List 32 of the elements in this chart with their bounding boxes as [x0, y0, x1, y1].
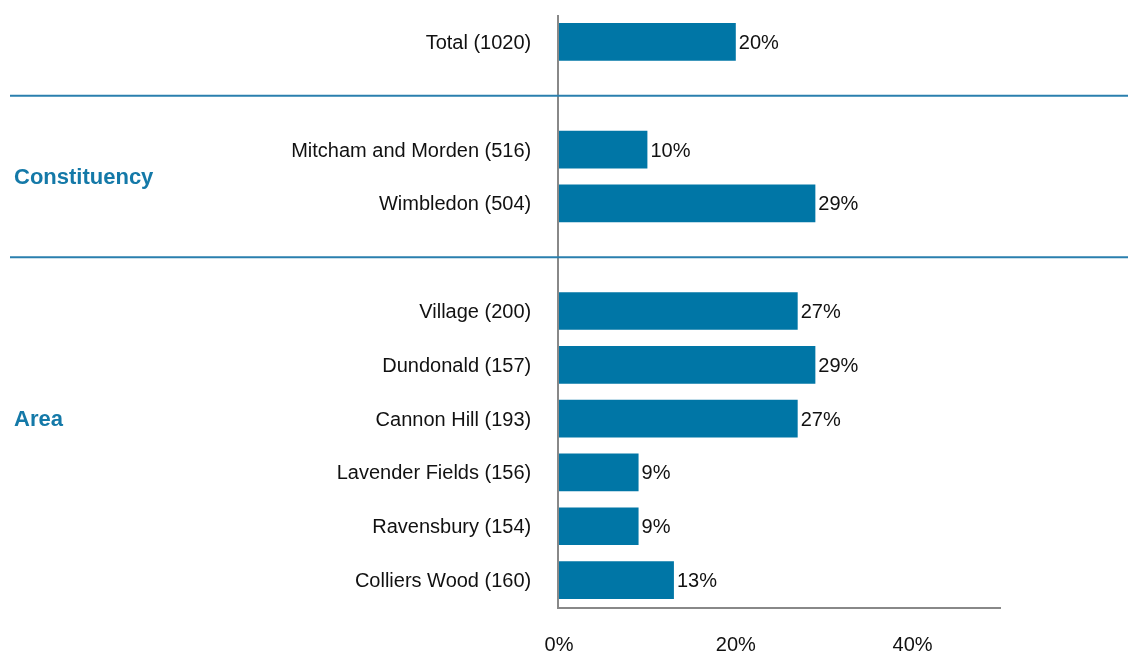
data-label: 29% — [818, 353, 859, 376]
y-tick-label: Ravensbury (154) — [372, 515, 532, 538]
y-tick-label: Lavender Fields (156) — [336, 461, 532, 484]
y-tick-label: Wimbledon (504) — [378, 192, 532, 215]
x-tick-label: 20% — [715, 632, 757, 652]
data-label: 13% — [676, 569, 718, 592]
y-tick-label: Village (200) — [419, 300, 532, 322]
data-label: 20% — [738, 30, 780, 53]
text: Constituency — [14, 164, 155, 189]
bar — [559, 507, 639, 546]
data-label: 27% — [800, 300, 841, 322]
text: Area — [14, 406, 64, 431]
y-tick-label: Dundonald (157) — [382, 353, 532, 376]
data-label: 10% — [650, 138, 691, 161]
y-tick-label: Total (1020) — [425, 30, 532, 53]
bar — [559, 453, 639, 492]
data-label: 9% — [641, 461, 671, 484]
y-tick-label: Cannon Hill (193) — [375, 407, 532, 430]
x-tick-label: 40% — [892, 632, 933, 652]
x-tick-label: 0% — [544, 632, 574, 652]
data-label: 29% — [818, 192, 859, 215]
bar — [559, 399, 798, 438]
y-tick-label: Colliers Wood (160) — [354, 569, 532, 592]
y-tick-label: Mitcham and Morden (516) — [291, 138, 532, 161]
bar — [559, 130, 648, 169]
data-label: 9% — [641, 515, 671, 538]
bar — [559, 23, 736, 61]
bar — [559, 184, 816, 223]
bar — [559, 292, 798, 330]
data-label: 27% — [800, 407, 841, 430]
bar — [559, 561, 674, 599]
bar — [559, 345, 816, 384]
